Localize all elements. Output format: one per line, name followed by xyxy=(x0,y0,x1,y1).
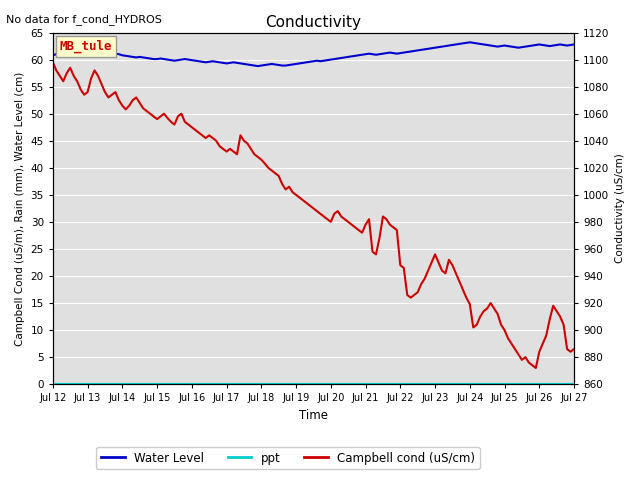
Text: MB_tule: MB_tule xyxy=(60,39,112,53)
Y-axis label: Conductivity (uS/cm): Conductivity (uS/cm) xyxy=(615,154,625,263)
Title: Conductivity: Conductivity xyxy=(266,15,362,30)
Y-axis label: Campbell Cond (uS/m), Rain (mm), Water Level (cm): Campbell Cond (uS/m), Rain (mm), Water L… xyxy=(15,71,25,346)
Legend: Water Level, ppt, Campbell cond (uS/cm): Water Level, ppt, Campbell cond (uS/cm) xyxy=(96,447,480,469)
Text: No data for f_cond_HYDROS: No data for f_cond_HYDROS xyxy=(6,14,163,25)
X-axis label: Time: Time xyxy=(299,409,328,422)
